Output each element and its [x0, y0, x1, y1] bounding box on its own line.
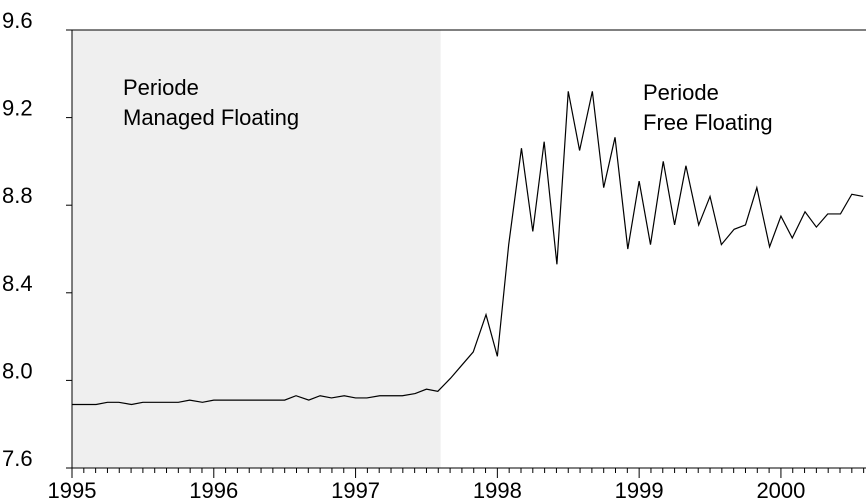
- x-tick-label: 1998: [473, 478, 522, 502]
- y-tick-label: 8.8: [2, 183, 33, 208]
- y-tick-label: 9.6: [2, 8, 33, 33]
- x-tick-label: 1997: [331, 478, 380, 502]
- y-tick-label: 8.0: [2, 358, 33, 383]
- x-tick-label: 2000: [756, 478, 805, 502]
- y-tick-label: 7.6: [2, 446, 33, 471]
- annotation: Periode: [123, 75, 199, 100]
- y-tick-label: 8.4: [2, 271, 33, 296]
- annotation: Free Floating: [643, 110, 773, 135]
- y-tick-label: 9.2: [2, 96, 33, 121]
- x-tick-label: 1996: [189, 478, 238, 502]
- x-tick-label: 1999: [615, 478, 664, 502]
- x-tick-label: 1995: [48, 478, 97, 502]
- data-line: [72, 91, 864, 406]
- annotation: Periode: [643, 80, 719, 105]
- shaded-region: [72, 30, 441, 468]
- annotation: Managed Floating: [123, 105, 299, 130]
